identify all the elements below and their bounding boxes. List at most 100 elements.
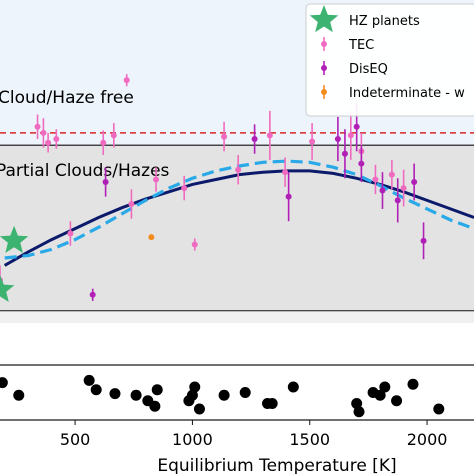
x-tick: 2000 (407, 420, 447, 449)
fit-curve-dashed (4, 159, 474, 260)
tec-point-marker (34, 123, 41, 130)
x-tick: 1000 (172, 420, 213, 449)
x-tick-label: 1000 (172, 430, 213, 449)
tec-point (372, 164, 379, 195)
tec-point-marker (153, 176, 160, 183)
indeterminate-point-marker (148, 234, 155, 241)
tec-point-marker (235, 166, 242, 173)
bottom-point (189, 381, 201, 393)
tec-point (153, 167, 160, 192)
diseq-point (420, 222, 427, 260)
bottom-point (149, 400, 161, 412)
legend-marker-icon (321, 41, 327, 47)
diseq-point-marker (285, 193, 292, 200)
tec-point-marker (45, 139, 52, 146)
x-tick: 1500 (289, 420, 330, 449)
x-axis-label: Equilibrium Temperature [K] (157, 456, 396, 474)
tec-point-marker (309, 138, 316, 145)
tec-point (347, 110, 354, 160)
diseq-point-marker (89, 291, 96, 298)
bottom-point (130, 389, 142, 401)
tec-point (110, 123, 117, 148)
diseq-point (411, 163, 418, 201)
legend-marker-icon (321, 65, 327, 71)
diseq-point-marker (394, 197, 401, 204)
legend-entry: HZ planets (309, 5, 420, 33)
bottom-point (109, 388, 121, 400)
bottom-point (83, 374, 95, 386)
bottom-point (186, 389, 198, 401)
x-tick-label: 500 (60, 430, 91, 449)
bottom-point (13, 389, 25, 401)
bottom-point (351, 398, 363, 409)
tec-point-marker (40, 129, 47, 136)
tec-point (34, 114, 41, 140)
diseq-point-marker (102, 178, 109, 185)
tec-point (181, 175, 188, 201)
bottom-points (0, 374, 445, 418)
region-label-partial-clouds: Partial Clouds/Hazes (0, 161, 170, 181)
legend-entry: Indeterminate - w (321, 85, 465, 101)
tec-point (123, 74, 130, 87)
diseq-point-marker (379, 187, 386, 194)
diseq-point (379, 172, 386, 209)
bottom-point (287, 381, 299, 393)
tec-point-marker (181, 185, 188, 192)
tec-point (400, 169, 407, 207)
main-panel: Cloud/Haze free Partial Clouds/Hazes HZ … (0, 0, 474, 323)
bottom-point (193, 403, 205, 415)
tec-point (388, 159, 395, 190)
diseq-point-marker (251, 136, 258, 143)
diseq-point (89, 288, 96, 301)
tec-point-marker (128, 201, 135, 208)
tec-point (266, 110, 273, 160)
tec-point (309, 123, 316, 160)
bottom-point (90, 384, 102, 396)
tec-point-marker (221, 133, 228, 140)
diseq-point (251, 124, 258, 154)
tec-point-marker (372, 176, 379, 183)
bottom-point (239, 387, 251, 398)
diseq-point (102, 167, 109, 197)
tec-point-marker (67, 230, 74, 237)
tec-point-marker (347, 132, 354, 139)
tec-point (67, 221, 74, 246)
bottom-point (266, 398, 278, 409)
legend-label: Indeterminate - w (349, 86, 465, 101)
x-tick: 500 (60, 420, 91, 449)
region-label-cloud-haze-free: Cloud/Haze free (0, 88, 134, 108)
tec-point (235, 154, 242, 185)
tec-point-marker (123, 77, 130, 84)
hz-planet-star (0, 274, 15, 302)
tec-point-marker (400, 185, 407, 192)
diseq-point (394, 178, 401, 223)
hz-planet-star (0, 225, 29, 253)
bottom-point (374, 389, 386, 401)
bottom-point (218, 389, 230, 401)
x-axis-ticks: 500 1000 1500 2000 (60, 420, 447, 449)
band-lower (0, 310, 474, 323)
tec-point-marker (191, 241, 198, 248)
diseq-point (358, 145, 365, 182)
diseq-point (334, 116, 341, 162)
tec-point (221, 121, 228, 152)
bottom-panel-frame (0, 364, 474, 421)
diseq-point-marker (353, 123, 360, 130)
diseq-point-marker (341, 150, 348, 157)
x-tick-label: 1500 (289, 430, 330, 449)
diseq-point (285, 172, 292, 222)
tec-point (53, 129, 60, 149)
bottom-point (379, 381, 391, 393)
diseq-point-marker (334, 136, 341, 143)
legend-entry: DisEQ (321, 61, 388, 77)
legend-star-icon (309, 5, 339, 33)
legend-entry: TEC (321, 37, 374, 53)
legend: HZ planets TEC DisEQ Indeterminate - w (305, 3, 474, 117)
bottom-point (391, 395, 403, 407)
diseq-point-marker (420, 237, 427, 244)
bottom-panel: 500 1000 1500 2000 Equilibrium Temperature … (0, 364, 474, 474)
diseq-point-marker (358, 160, 365, 167)
bottom-point (151, 384, 163, 396)
legend-label: DisEQ (349, 62, 388, 77)
